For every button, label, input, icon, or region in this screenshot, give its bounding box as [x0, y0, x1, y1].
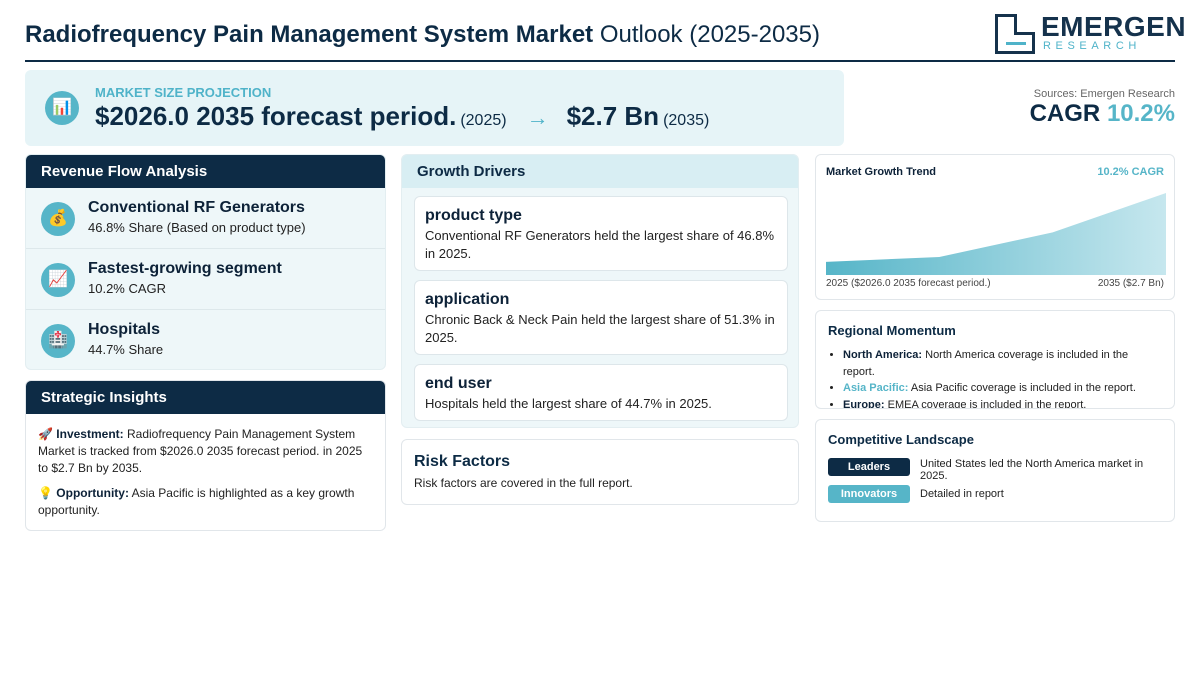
regional-momentum-panel: Regional Momentum North America: North A…	[815, 310, 1175, 409]
revenue-item-title: Fastest-growing segment	[88, 260, 282, 277]
cagr-value: 10.2%	[1106, 100, 1175, 127]
region-item: Asia Pacific: Asia Pacific coverage is i…	[843, 380, 1162, 397]
region-name: Asia Pacific:	[843, 382, 909, 394]
revenue-item-title: Conventional RF Generators	[88, 199, 305, 216]
page-title-period: Outlook (2025-2035)	[599, 21, 820, 48]
innovators-badge: Innovators	[828, 485, 910, 503]
driver-text: Conventional RF Generators held the larg…	[425, 228, 775, 261]
title-divider	[25, 60, 1175, 62]
logo-sub: RESEARCH	[1043, 40, 1141, 52]
cagr-summary: CAGR 10.2%	[1030, 100, 1175, 128]
investment-insight: 🚀 Investment: Radiofrequency Pain Manage…	[38, 426, 373, 477]
driver-card: product type Conventional RF Generators …	[414, 196, 788, 271]
logo-name: EMERGEN	[1041, 11, 1187, 42]
region-name: Europe:	[843, 398, 885, 409]
projection-values: $2026.0 2035 forecast period. (2025) → $2.7…	[95, 101, 709, 136]
opportunity-insight: 💡 Opportunity: Asia Pacific is highlight…	[38, 485, 373, 519]
projection-end-value: $2.7 Bn	[566, 101, 660, 131]
driver-title: end user	[425, 375, 492, 392]
regional-momentum-title: Regional Momentum	[828, 323, 956, 338]
revenue-item: 💰 Conventional RF Generators 46.8% Share…	[26, 188, 385, 249]
emergen-logo: EMERGEN RESEARCH	[995, 12, 1186, 56]
strategic-insights-panel: Strategic Insights 🚀 Investment: Radiofr…	[25, 380, 386, 531]
trend-start-label: 2025 ($2026.0 2035 forecast period.)	[826, 278, 991, 289]
investment-label: Investment:	[56, 427, 124, 441]
region-text: EMEA coverage is included in the report.	[887, 398, 1087, 409]
region-text: North America coverage is included in th…	[843, 349, 1129, 378]
driver-title: product type	[425, 207, 522, 224]
projection-start-year: (2025)	[460, 112, 507, 129]
trending-up-icon: 📈	[41, 263, 75, 297]
projection-start-value: $2026.0 2035 forecast period.	[95, 101, 457, 131]
market-size-projection: 📊 MARKET SIZE PROJECTION $2026.0 2035 fo…	[25, 70, 844, 146]
driver-title: application	[425, 291, 510, 308]
opportunity-label: Opportunity:	[56, 486, 129, 500]
risk-factors-title: Risk Factors	[414, 453, 511, 470]
trend-cagr: 10.2% CAGR	[1097, 166, 1164, 178]
risk-factors-panel: Risk Factors Risk factors are covered in…	[401, 439, 799, 505]
investment-text: Radiofrequency Pain Management System Ma…	[38, 427, 363, 475]
revenue-item-title: Hospitals	[88, 321, 161, 338]
strategic-insights-title: Strategic Insights	[26, 381, 385, 414]
page-title: Radiofrequency Pain Management System Ma…	[25, 20, 820, 50]
growth-drivers-title: Growth Drivers	[402, 155, 798, 188]
leaders-text: United States led the North America mark…	[920, 458, 1144, 482]
projection-label: MARKET SIZE PROJECTION	[95, 85, 272, 100]
arrow-right-icon: →	[526, 105, 549, 130]
projection-end-year: (2035)	[663, 112, 710, 129]
revenue-item-sub: 10.2% CAGR	[88, 281, 167, 296]
revenue-flow-panel: Revenue Flow Analysis 💰 Conventional RF …	[25, 154, 386, 370]
rocket-icon: 🚀	[38, 427, 53, 441]
page-title-main: Radiofrequency Pain Management System Ma…	[25, 21, 594, 48]
driver-text: Hospitals held the largest share of 44.7…	[425, 396, 712, 411]
driver-card: end user Hospitals held the largest shar…	[414, 364, 788, 421]
risk-factors-text: Risk factors are covered in the full rep…	[414, 476, 633, 490]
revenue-item-sub: 46.8% Share (Based on product type)	[88, 220, 306, 235]
trend-area-chart	[826, 193, 1166, 275]
cagr-label: CAGR	[1029, 100, 1101, 127]
region-item: North America: North America coverage is…	[843, 347, 1162, 380]
region-item: Europe: EMEA coverage is included in the…	[843, 397, 1162, 409]
revenue-flow-title: Revenue Flow Analysis	[26, 155, 385, 188]
trend-end-label: 2035 ($2.7 Bn)	[1097, 278, 1164, 289]
driver-card: application Chronic Back & Neck Pain hel…	[414, 280, 788, 355]
revenue-item: 📈 Fastest-growing segment 10.2% CAGR	[26, 249, 385, 310]
region-text: Asia Pacific coverage is included in the…	[910, 382, 1136, 394]
innovators-text: Detailed in report	[920, 488, 1004, 500]
leaders-badge: Leaders	[828, 458, 910, 476]
competitive-landscape-panel: Competitive Landscape Leaders United Sta…	[815, 419, 1175, 522]
source-note: Sources: Emergen Research	[1033, 88, 1175, 100]
bar-chart-icon: 📊	[45, 91, 79, 125]
revenue-item-sub: 44.7% Share	[88, 342, 164, 357]
competitive-landscape-title: Competitive Landscape	[828, 432, 974, 447]
hospital-icon: 🏥	[41, 324, 75, 358]
revenue-item: 🏥 Hospitals 44.7% Share	[26, 310, 385, 369]
lightbulb-icon: 💡	[38, 486, 53, 500]
growth-drivers-panel: Growth Drivers product type Conventional…	[401, 154, 799, 428]
logo-mark-icon	[995, 14, 1035, 54]
market-growth-trend-panel: Market Growth Trend 10.2% CAGR 2025 ($20…	[815, 154, 1175, 300]
trend-area	[826, 193, 1166, 275]
trend-title: Market Growth Trend	[826, 166, 937, 178]
driver-text: Chronic Back & Neck Pain held the larges…	[425, 312, 775, 345]
region-name: North America:	[843, 349, 923, 361]
opportunity-text: Asia Pacific is highlighted as a key gro…	[38, 486, 355, 517]
money-bag-icon: 💰	[41, 202, 75, 236]
